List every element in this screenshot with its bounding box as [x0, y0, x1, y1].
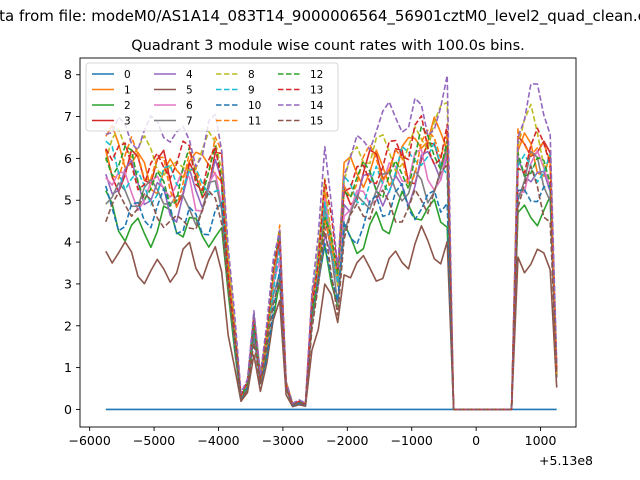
y-tick-label: 8 — [64, 67, 72, 82]
series-line-9 — [105, 140, 558, 411]
legend-label-7: 7 — [186, 116, 193, 128]
figure-suptitle: Data from file: modeM0/AS1A14_083T14_900… — [0, 7, 640, 26]
legend-label-10: 10 — [248, 100, 261, 112]
x-offset-label: +5.13e8 — [539, 453, 593, 468]
legend-label-3: 3 — [124, 116, 131, 128]
legend-label-15: 15 — [310, 116, 323, 128]
y-tick-label: 4 — [64, 235, 72, 250]
series-line-14 — [105, 74, 558, 411]
series-lines — [105, 74, 558, 411]
legend-label-6: 6 — [186, 100, 193, 112]
y-tick-label: 6 — [64, 151, 72, 166]
legend-label-12: 12 — [310, 69, 323, 81]
x-tick-label: −5000 — [133, 433, 175, 448]
x-tick-label: 1000 — [525, 433, 557, 448]
x-tick-label: −1000 — [391, 433, 433, 448]
x-tick-label: −2000 — [326, 433, 368, 448]
legend-label-2: 2 — [124, 100, 131, 112]
x-tick-label: −4000 — [197, 433, 239, 448]
legend-label-8: 8 — [248, 69, 255, 81]
series-line-11 — [105, 128, 558, 411]
y-tick-label: 0 — [64, 402, 72, 417]
legend-label-14: 14 — [310, 100, 324, 112]
legend-label-11: 11 — [248, 116, 261, 128]
legend-label-0: 0 — [124, 69, 131, 81]
legend-label-1: 1 — [124, 85, 131, 97]
x-tick-label: −3000 — [262, 433, 304, 448]
legend-label-5: 5 — [186, 85, 193, 97]
legend-label-9: 9 — [248, 85, 255, 97]
y-tick-label: 1 — [64, 360, 72, 375]
legend-label-4: 4 — [186, 69, 193, 81]
legend-label-13: 13 — [310, 85, 323, 97]
y-tick-label: 7 — [64, 109, 72, 124]
x-tick-label: −6000 — [69, 433, 111, 448]
chart-title: Quadrant 3 module wise count rates with … — [131, 38, 525, 54]
y-tick-label: 2 — [64, 318, 72, 333]
y-tick-label: 5 — [64, 193, 72, 208]
legend-box — [85, 62, 339, 132]
y-tick-label: 3 — [64, 276, 72, 291]
axes: −6000 −5000 −4000 −3000 −2000 −1000 0 100001234… — [64, 57, 577, 448]
x-tick-label: 0 — [472, 433, 480, 448]
series-line-15 — [105, 163, 558, 411]
